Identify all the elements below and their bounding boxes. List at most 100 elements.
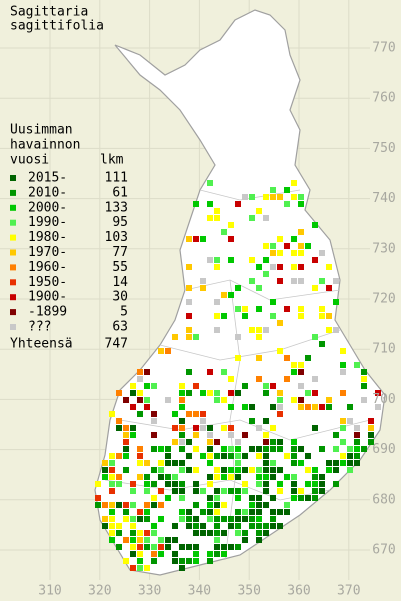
observation-square [291,264,297,270]
observation-square [109,474,115,480]
observation-square [326,313,332,319]
observation-square [235,390,241,396]
observation-square [228,236,234,242]
observation-square [291,439,297,445]
y-axis-label: 730 [372,241,395,256]
observation-square [221,551,227,557]
observation-square [137,390,143,396]
observation-square [221,425,227,431]
legend-label: 1970- [28,245,67,260]
legend-count: 63 [112,320,128,335]
observation-square [151,446,157,452]
observation-square [298,495,304,501]
observation-square [291,481,297,487]
observation-square [102,523,108,529]
observation-square [130,537,136,543]
observation-square [228,376,234,382]
observation-square [291,495,297,501]
x-axis-label: 350 [237,584,260,599]
observation-square [249,467,255,473]
observation-square [228,523,234,529]
observation-square [312,404,318,410]
observation-square [144,509,150,515]
observation-square [123,439,129,445]
observation-square [312,222,318,228]
observation-square [263,446,269,452]
observation-square [165,453,171,459]
observation-square [256,334,262,340]
observation-square [340,453,346,459]
observation-square [354,453,360,459]
observation-square [151,432,157,438]
observation-square [200,390,206,396]
observation-square [249,327,255,333]
legend-label: -1899 [28,305,67,320]
observation-square [186,334,192,340]
observation-square [284,376,290,382]
observation-square [193,446,199,452]
legend-count: 103 [105,230,128,245]
observation-square [312,390,318,396]
observation-square [172,537,178,543]
observation-square [151,530,157,536]
observation-square [207,439,213,445]
observation-square [249,194,255,200]
observation-square [144,502,150,508]
observation-square [277,236,283,242]
observation-square [340,348,346,354]
observation-square [354,425,360,431]
legend-swatch [10,324,16,330]
observation-square [137,558,143,564]
observation-square [256,446,262,452]
observation-square [277,320,283,326]
observation-square [277,397,283,403]
observation-square [214,397,220,403]
observation-square [312,285,318,291]
observation-square [235,201,241,207]
observation-square [347,460,353,466]
observation-square [242,488,248,494]
observation-square [291,362,297,368]
observation-square [368,432,374,438]
observation-square [277,348,283,354]
observation-square [186,369,192,375]
observation-square [179,460,185,466]
observation-square [277,467,283,473]
observation-square [207,502,213,508]
observation-square [298,383,304,389]
legend-count: 77 [112,245,128,260]
observation-square [263,502,269,508]
observation-square [144,369,150,375]
observation-square [263,439,269,445]
observation-square [207,432,213,438]
observation-square [172,551,178,557]
observation-square [340,460,346,466]
observation-square [284,474,290,480]
observation-square [263,194,269,200]
observation-square [214,551,220,557]
observation-square [109,481,115,487]
observation-square [116,474,122,480]
observation-square [277,488,283,494]
observation-square [193,558,199,564]
observation-square [291,278,297,284]
observation-square [179,481,185,487]
observation-square [109,537,115,543]
observation-square [256,481,262,487]
observation-square [298,278,304,284]
observation-square [179,544,185,550]
observation-square [165,537,171,543]
observation-square [249,495,255,501]
observation-square [172,523,178,529]
observation-square [109,453,115,459]
observation-square [186,453,192,459]
observation-square [214,544,220,550]
legend-swatch [10,294,16,301]
observation-square [235,544,241,550]
observation-square [165,495,171,501]
observation-square [102,467,108,473]
legend-count: 14 [112,275,128,290]
observation-square [263,257,269,263]
observation-square [137,551,143,557]
